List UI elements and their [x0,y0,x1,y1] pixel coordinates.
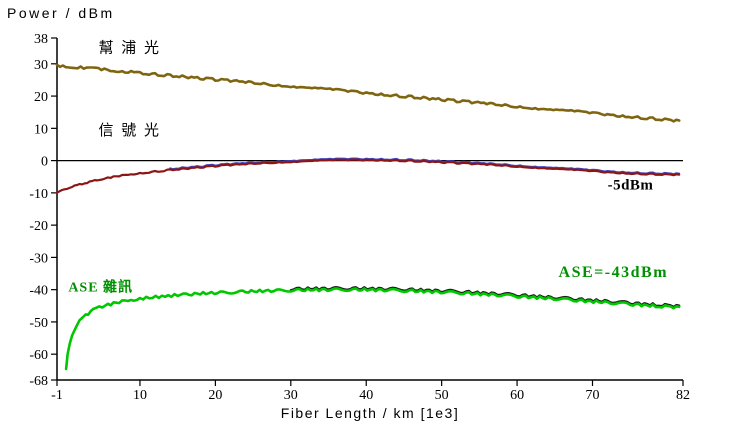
series-pump-line [55,63,681,123]
y-tick-label: 20 [34,90,48,105]
annotation-signal-label: 信 號 光 [98,122,161,139]
x-tick-label: 30 [284,388,298,403]
x-tick-label: 10 [133,388,147,403]
x-tick-label: 40 [359,388,373,403]
series-signal-line [55,158,681,194]
y-tick-label: -60 [29,348,48,363]
y-tick-label: 0 [41,155,48,170]
y-tick-label: -10 [29,187,48,202]
y-tick-label: -50 [29,316,48,331]
y-tick-label: -20 [29,219,48,234]
y-tick-label: -68 [29,374,48,389]
annotation-pump-label: 幫 浦 光 [98,40,161,57]
x-axis-label: Fiber Length / km [1e3] [280,405,460,421]
x-tick-label: 50 [435,388,449,403]
x-tick-label: 70 [585,388,599,403]
y-tick-label: 10 [34,122,48,137]
y-tick-label: 38 [34,32,48,47]
chart-title: Power / dBm [7,5,115,21]
annotation-ase-power-label: ASE=-43dBm [559,264,668,281]
x-tick-label: 82 [676,388,690,403]
series-ase-line [64,287,681,371]
x-tick-label: 20 [208,388,222,403]
annotation-signal-power-label: -5dBm [608,178,654,194]
y-tick-label: -40 [29,284,48,299]
x-tick-label: 60 [510,388,524,403]
x-tick-label: -1 [51,388,63,403]
annotation-ase-label: ASE 雜訊 [68,278,133,295]
y-tick-label: 30 [34,58,48,73]
y-tick-label: -30 [29,251,48,266]
